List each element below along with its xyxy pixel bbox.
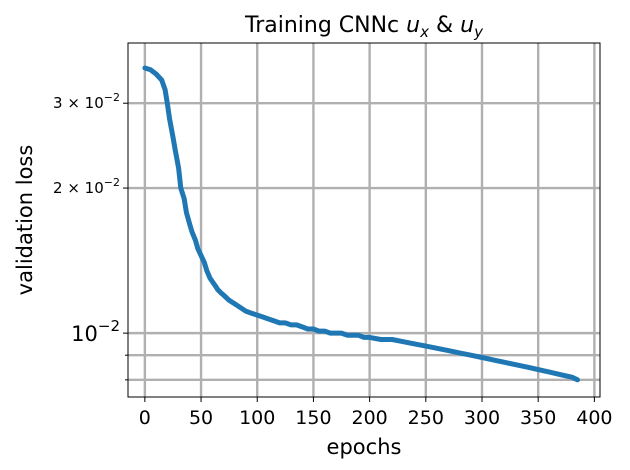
x-tick-label: 300 <box>464 407 500 429</box>
x-tick-label: 100 <box>239 407 275 429</box>
x-tick-label: 200 <box>351 407 387 429</box>
y-axis-label: validation loss <box>13 145 37 296</box>
y-gridlines <box>128 102 600 382</box>
x-tick-label: 150 <box>295 407 331 429</box>
series-layer <box>142 65 580 383</box>
x-tick-label: 50 <box>189 407 213 429</box>
plot-frame <box>127 42 601 398</box>
validation-loss-line <box>142 65 580 383</box>
y-axis-ticks: 3 × 10−2 2 × 10−2 10−2 <box>53 91 128 381</box>
x-tick-label: 400 <box>576 407 612 429</box>
y-tick-label: 2 × 10−2 <box>53 176 120 197</box>
x-gridlines <box>143 43 596 397</box>
x-tick-label: 250 <box>408 407 444 429</box>
chart-title: Training CNNc ux & uy <box>244 13 484 41</box>
x-tick-label: 0 <box>139 407 151 429</box>
x-axis-ticks: 0 50 100 150 200 250 300 350 400 <box>139 397 613 429</box>
x-tick-label: 350 <box>520 407 556 429</box>
y-tick-label: 10−2 <box>71 317 120 346</box>
x-axis-label: epochs <box>327 435 402 459</box>
y-tick-label: 3 × 10−2 <box>53 91 120 112</box>
